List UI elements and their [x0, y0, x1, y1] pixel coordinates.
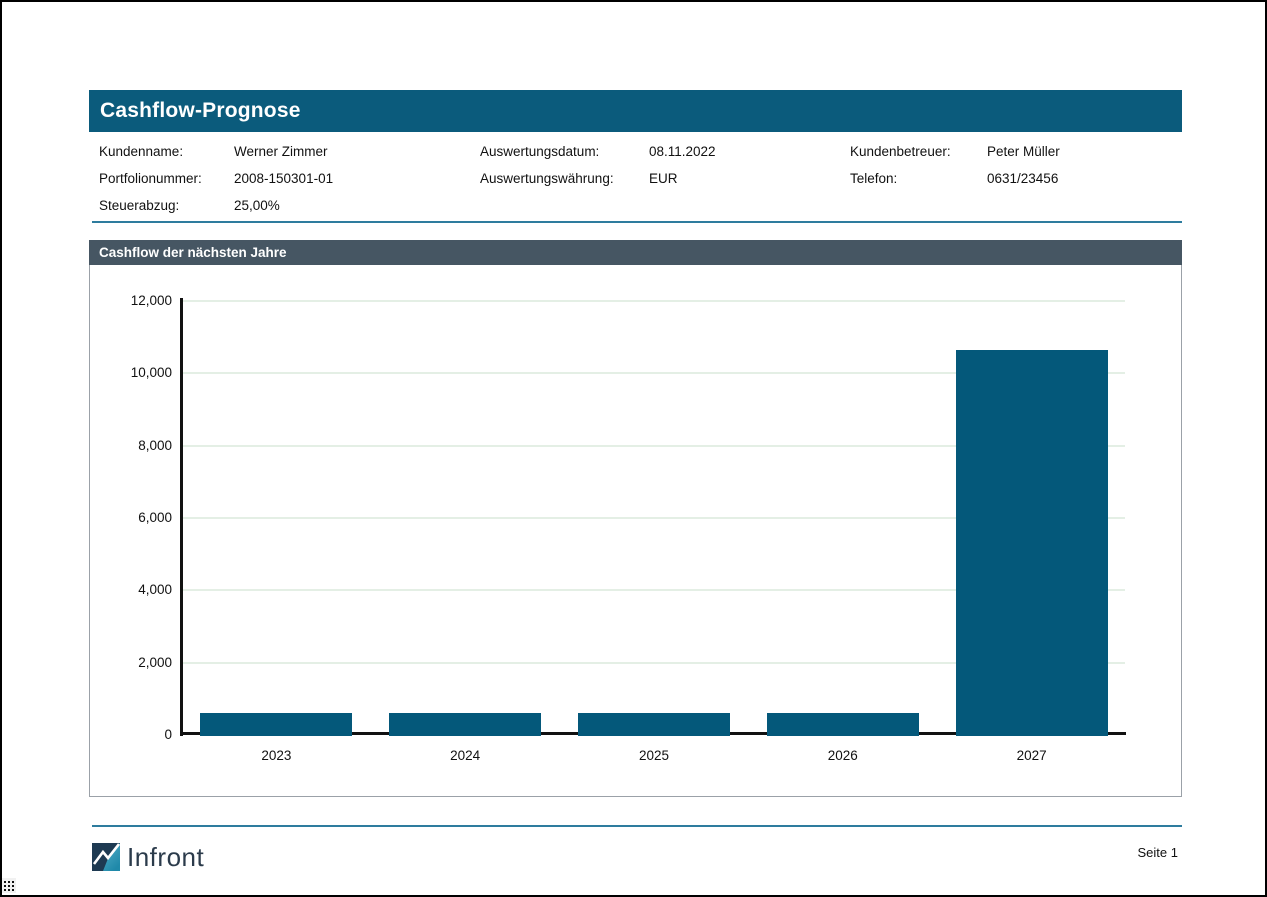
page-number: Seite 1 — [1137, 845, 1178, 860]
meta-label-portfolionummer: Portfolionummer: — [99, 171, 202, 186]
grid-handle-icon — [2, 878, 16, 893]
meta-label-auswertungsdatum: Auswertungsdatum: — [480, 144, 600, 159]
y-axis-tick-label: 4,000 — [138, 582, 172, 598]
infront-logo: Infront — [92, 842, 204, 872]
footer-divider-line — [92, 825, 1182, 827]
cashflow-bar-2027 — [955, 350, 1108, 736]
chart-gridline — [183, 589, 1125, 592]
infront-logo-text: Infront — [127, 841, 205, 872]
y-axis-line — [180, 298, 183, 736]
meta-value-kundenbetreuer: Peter Müller — [987, 144, 1060, 159]
y-axis-tick-label: 6,000 — [138, 510, 172, 525]
cashflow-bar-2026 — [766, 712, 919, 736]
chart-gridline — [183, 517, 1125, 519]
meta-value-kundenname: Werner Zimmer — [234, 144, 328, 159]
meta-value-portfolionummer: 2008-150301-01 — [234, 171, 334, 186]
chart-gridline — [183, 444, 1125, 447]
report-title-band: Cashflow-Prognose — [89, 90, 1182, 132]
chart-title: Cashflow der nächsten Jahre — [99, 245, 287, 260]
meta-divider-line — [92, 221, 1182, 223]
y-axis-tick-label: 10,000 — [130, 365, 172, 381]
meta-label-kundenbetreuer: Kundenbetreuer: — [850, 144, 951, 159]
y-axis-tick-label: 0 — [164, 727, 172, 742]
infront-logo-icon — [92, 843, 120, 871]
meta-label-telefon: Telefon: — [850, 171, 898, 186]
meta-label-auswertungswaehrung: Auswertungswährung: — [480, 171, 614, 186]
y-axis-tick-label: 2,000 — [138, 654, 172, 670]
meta-value-auswertungsdatum: 08.11.2022 — [649, 144, 716, 159]
x-axis-category-label: 2025 — [638, 748, 670, 763]
meta-value-telefon: 0631/23456 — [987, 171, 1059, 186]
meta-value-auswertungswaehrung: EUR — [649, 171, 678, 186]
chart-gridline — [183, 661, 1125, 664]
x-axis-category-label: 2027 — [1016, 748, 1047, 763]
meta-label-steuerabzug: Steuerabzug: — [99, 198, 180, 213]
cashflow-bar-2025 — [578, 712, 730, 736]
chart-gridline — [183, 300, 1125, 302]
cashflow-bar-2023 — [200, 712, 353, 736]
y-axis-tick-label: 8,000 — [138, 437, 172, 453]
x-axis-category-label: 2024 — [450, 748, 481, 763]
meta-label-kundenname: Kundenname: — [99, 144, 184, 159]
x-axis-category-label: 2023 — [261, 748, 292, 763]
x-axis-category-label: 2026 — [827, 748, 858, 763]
cashflow-bar-2024 — [389, 712, 542, 736]
meta-value-steuerabzug: 25,00% — [234, 198, 280, 213]
y-axis-tick-label: 12,000 — [130, 293, 172, 308]
chart-panel-header: Cashflow der nächsten Jahre — [89, 240, 1182, 265]
chart-gridline — [183, 372, 1125, 375]
page-title: Cashflow-Prognose — [100, 99, 301, 122]
